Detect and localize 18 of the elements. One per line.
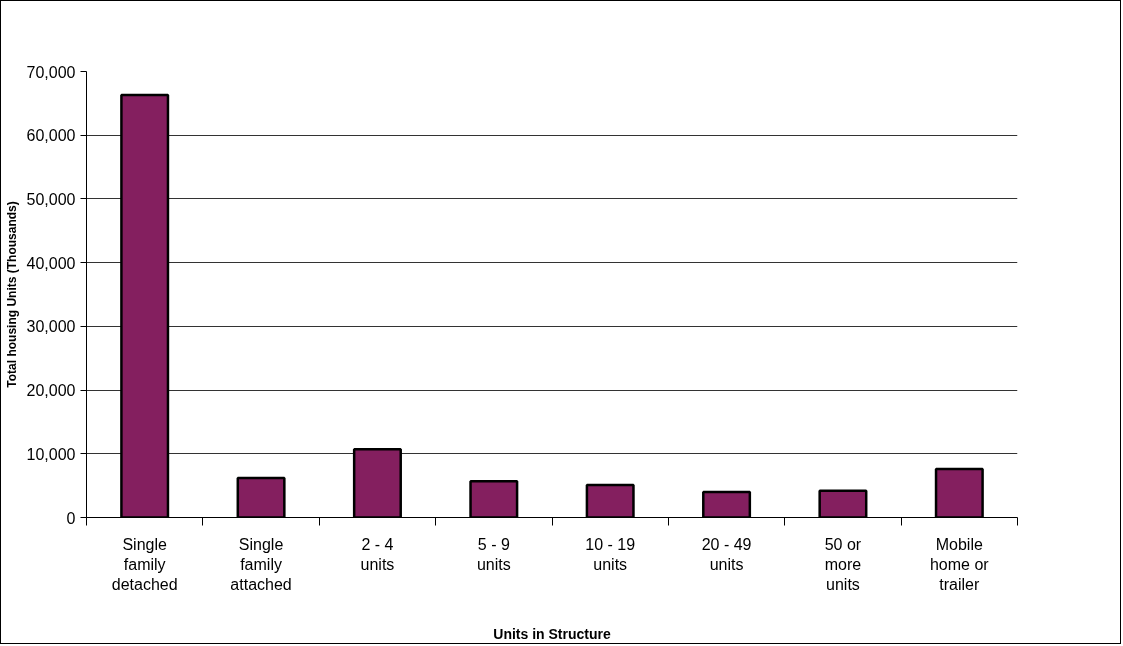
x-tick-label: 20 - 49 units <box>701 535 752 573</box>
y-tick-label: 0 <box>66 509 76 527</box>
x-tick-label: 5 - 9 units <box>476 535 511 573</box>
x-tick-label: Single family detached <box>111 535 178 594</box>
y-tick-label: 70,000 <box>26 63 76 81</box>
y-tick-label: 50,000 <box>26 190 76 208</box>
x-tick-label: 10 - 19 units <box>585 535 636 573</box>
x-axis-title: Units in Structure <box>493 626 611 643</box>
y-tick-label: 40,000 <box>26 254 76 272</box>
y-tick-label: 10,000 <box>26 445 76 463</box>
y-tick-label: 30,000 <box>26 318 76 336</box>
y-axis-title: Total housing Units (Thousands) <box>4 201 19 388</box>
y-tick-label: 60,000 <box>26 127 76 145</box>
x-tick-label: Mobile home or trailer <box>929 535 990 594</box>
x-tick-label: 50 or more units <box>824 535 862 594</box>
y-tick-label: 20,000 <box>26 382 76 400</box>
x-tick-label: 2 - 4 units <box>360 535 395 573</box>
x-tick-label: Single family attached <box>230 535 292 594</box>
